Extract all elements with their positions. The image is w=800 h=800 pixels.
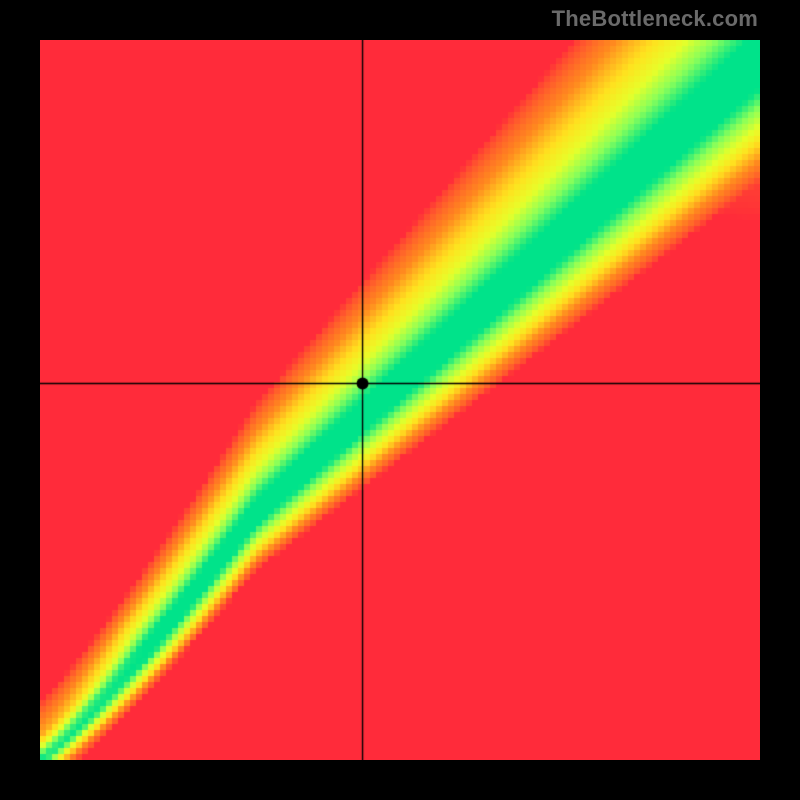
watermark-text: TheBottleneck.com: [552, 6, 758, 32]
bottleneck-heatmap-canvas: [40, 40, 760, 760]
chart-frame: TheBottleneck.com: [0, 0, 800, 800]
plot-area: [40, 40, 760, 760]
